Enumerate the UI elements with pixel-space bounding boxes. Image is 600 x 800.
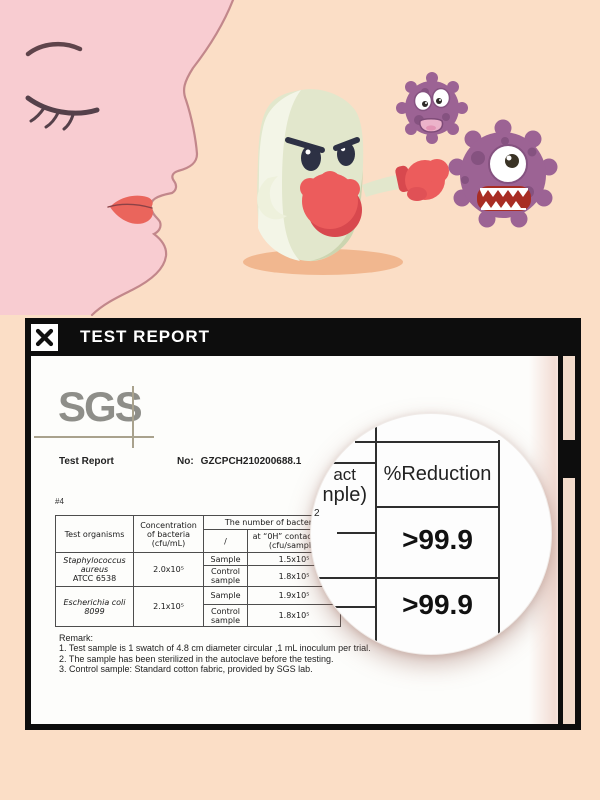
concentration-cell: 2.1x10⁵ bbox=[133, 586, 204, 627]
soap-right-arm bbox=[362, 174, 405, 197]
organism-name: Staphylococcus aureus bbox=[63, 556, 126, 574]
remark-line: 1. Test sample is 1 swatch of 4.8 cm dia… bbox=[59, 643, 371, 654]
col-header-organisms: Test organisms bbox=[55, 515, 134, 553]
eyebrow bbox=[25, 41, 83, 57]
panel-title: TEST REPORT bbox=[80, 327, 211, 346]
organism-name: Escherichia coli 8099 bbox=[63, 597, 126, 616]
remark-block: Remark: 1. Test sample is 1 swatch of 4.… bbox=[59, 633, 454, 674]
report-number: No: GZCPCH210200688.1 bbox=[177, 456, 308, 467]
sgs-logo-crosshair-vertical bbox=[132, 386, 134, 448]
report-page: SGS Test Report No: GZCPCH210200688.1 #4 … bbox=[31, 356, 558, 724]
organism-cell: Staphylococcus aureus ATCC 6538 bbox=[55, 552, 134, 587]
sgs-logo: SGS bbox=[58, 383, 143, 430]
control-label-cell: Control sample bbox=[203, 604, 248, 627]
control-label-cell: Control sample bbox=[203, 565, 248, 587]
page-edge-strip bbox=[563, 356, 575, 724]
sample-tag: #4 bbox=[55, 497, 64, 506]
closed-eye bbox=[25, 95, 100, 116]
boxing-glove-front bbox=[300, 171, 362, 237]
boxing-glove-extended bbox=[395, 159, 449, 201]
organism-code: ATCC 6538 bbox=[72, 574, 117, 583]
test-report-panel: TEST REPORT SGS Test Report No: GZCPCH210… bbox=[25, 318, 581, 730]
magnified-table-line bbox=[329, 606, 377, 608]
hero-illustration bbox=[0, 0, 558, 317]
concentration-cell: 2.0x10⁵ bbox=[133, 552, 204, 587]
magnified-fragment: nple) bbox=[322, 484, 367, 506]
close-icon bbox=[35, 328, 54, 346]
close-button[interactable] bbox=[31, 323, 58, 351]
magnified-table-line bbox=[375, 506, 500, 508]
col-header-slash: / bbox=[203, 529, 248, 553]
report-number-value: GZCPCH210200688.1 bbox=[200, 456, 302, 467]
doc-title: Test Report bbox=[59, 456, 114, 467]
page-edge-dark-block bbox=[563, 440, 575, 478]
lips bbox=[110, 195, 153, 224]
sgs-logo-crosshair-horizontal bbox=[34, 436, 154, 438]
magnified-table-line bbox=[498, 440, 500, 642]
remark-line: 2. The sample has been sterilized in the… bbox=[59, 653, 334, 664]
magnified-fragment: 2 bbox=[314, 508, 320, 519]
magnified-table-line bbox=[319, 577, 500, 579]
reduction-value: >99.9 bbox=[402, 524, 473, 555]
magnifier-circle: act nple) 2 %Reduction >99.9 >99.9 bbox=[310, 413, 552, 655]
germ-small-icon bbox=[396, 72, 468, 144]
germ-large-icon bbox=[448, 119, 558, 228]
organism-cell: Escherichia coli 8099 bbox=[55, 586, 134, 627]
remark-title: Remark: bbox=[59, 633, 94, 643]
remark-line: 3. Control sample: Standard cotton fabri… bbox=[59, 663, 313, 674]
col-header-concentration: Concentration of bacteria (cfu/mL) bbox=[133, 515, 204, 553]
face-illustration bbox=[0, 0, 235, 317]
control-value-cell: 1.8x10⁵ bbox=[246, 604, 342, 627]
reduction-value: >99.9 bbox=[402, 589, 473, 620]
magnified-table-line bbox=[355, 441, 500, 443]
panel-header: TEST REPORT bbox=[25, 318, 581, 356]
soap-character-icon bbox=[243, 89, 449, 275]
table-row: Escherichia coli 8099 2.1x10⁵ Sample 1.9… bbox=[55, 586, 342, 627]
table-row: Control sample 1.8x10⁵ bbox=[56, 565, 342, 587]
report-number-label: No: bbox=[177, 456, 194, 467]
table-row: Control sample 1.8x10⁵ bbox=[56, 604, 342, 627]
magnified-table-line bbox=[311, 462, 375, 464]
reduction-column-header: %Reduction bbox=[383, 463, 492, 485]
table-row: Staphylococcus aureus ATCC 6538 2.0x10⁵ … bbox=[55, 552, 342, 587]
magnified-table-line bbox=[337, 532, 377, 534]
results-table: Test organisms Concentration of bacteria… bbox=[55, 515, 342, 627]
sample-label-cell: Sample bbox=[203, 552, 248, 566]
magnified-table-line bbox=[375, 420, 377, 648]
sample-label-cell: Sample bbox=[203, 586, 248, 605]
soap-left-arm bbox=[257, 176, 287, 220]
magnified-fragment: act bbox=[333, 465, 356, 484]
